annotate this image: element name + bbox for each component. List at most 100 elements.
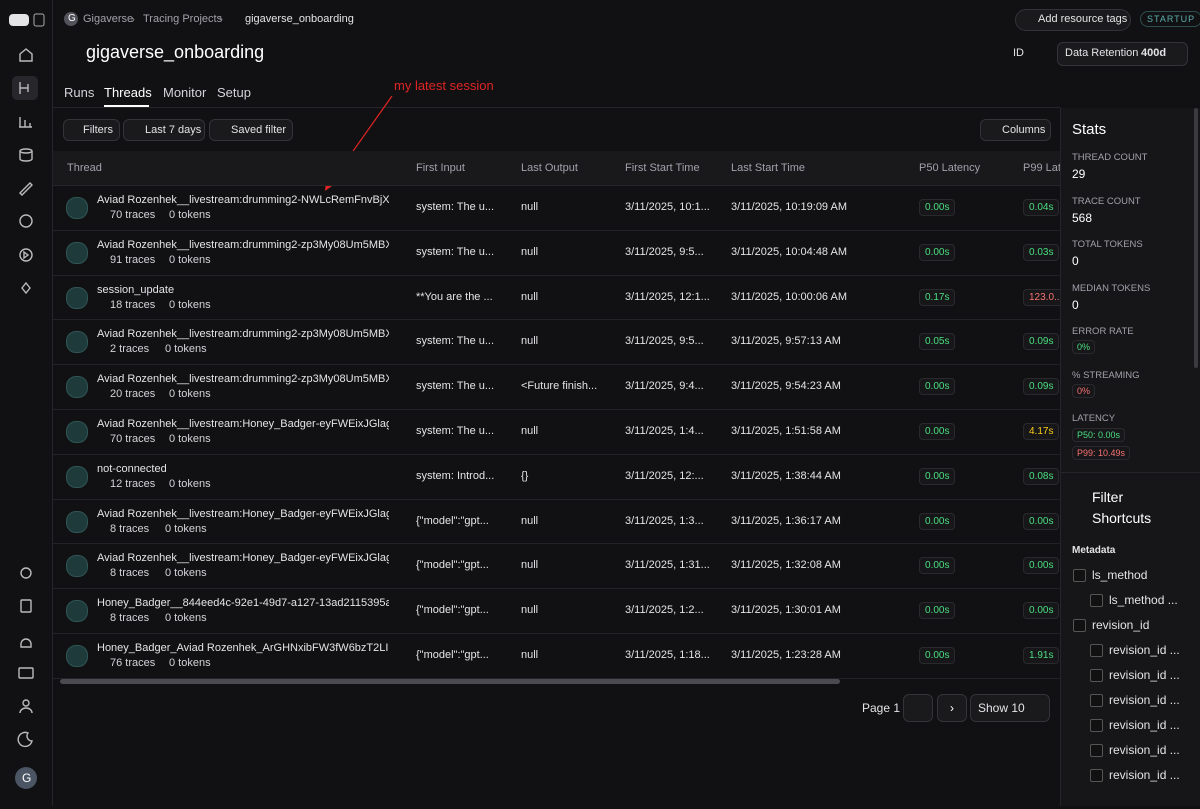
stat-value: 0 — [1072, 297, 1079, 312]
checkbox[interactable] — [1090, 744, 1103, 757]
filter-option[interactable]: revision_id ... — [1109, 768, 1180, 782]
token-count: 0 tokens — [169, 433, 211, 445]
thread-name: Aviad Rozenhek__livestream:drumming2-zp3… — [97, 328, 389, 341]
column-header[interactable]: P99 Latency — [1023, 162, 1060, 174]
column-header[interactable]: First Start Time — [625, 162, 700, 174]
p50-badge: 0.00s — [919, 467, 956, 485]
p99-badge: 0.09s — [1023, 378, 1060, 396]
thread-row[interactable]: session_update 18 traces 0 tokens **You are… — [53, 275, 1060, 321]
filter-option[interactable]: revision_id ... — [1109, 743, 1180, 757]
p50-badge: 0.17s — [919, 288, 956, 306]
checkbox[interactable] — [1090, 644, 1103, 657]
p99-badge: 0.00s — [1023, 602, 1060, 620]
tab[interactable]: Setup — [217, 85, 251, 100]
filter-option[interactable]: revision_id ... — [1109, 718, 1180, 732]
id-button[interactable]: ID — [1013, 47, 1024, 59]
column-header[interactable]: Last Start Time — [731, 162, 805, 174]
checkbox[interactable] — [1090, 669, 1103, 682]
filter-option[interactable]: revision_id ... — [1109, 643, 1180, 657]
thread-row[interactable]: Aviad Rozenhek__livestream:Honey_Badger-… — [53, 409, 1060, 455]
thread-row[interactable]: Aviad Rozenhek__livestream:Honey_Badger-… — [53, 499, 1060, 545]
stat-label: TRACE COUNT — [1072, 195, 1141, 207]
checkbox[interactable] — [1090, 694, 1103, 707]
thread-row[interactable]: Aviad Rozenhek__livestream:drumming2-zp3… — [53, 319, 1060, 366]
latency-label: LATENCY — [1072, 413, 1116, 424]
last-output: null — [521, 245, 539, 258]
prev-page[interactable] — [903, 694, 933, 722]
breadcrumb-section[interactable]: Tracing Projects — [143, 13, 223, 25]
last-output: null — [521, 425, 539, 437]
column-header[interactable]: P50 Latency — [919, 162, 981, 174]
tab[interactable]: Monitor — [163, 85, 207, 100]
filter-option[interactable]: ls_method — [1092, 568, 1148, 582]
range-button[interactable] — [123, 119, 205, 141]
thread-name: Aviad Rozenhek__livestream:Honey_Badger-… — [97, 507, 389, 520]
checkbox[interactable] — [1090, 769, 1103, 782]
page-label: Page 1 — [862, 701, 901, 715]
checkbox[interactable] — [1090, 719, 1103, 732]
thread-name: Aviad Rozenhek__livestream:drumming2-zp3… — [97, 373, 389, 386]
first-input: {"model":"gpt... — [416, 514, 489, 527]
tab[interactable]: Runs — [64, 85, 95, 100]
p50-badge: 0.00s — [919, 423, 956, 440]
resource-tags-button[interactable] — [1015, 9, 1131, 31]
first-input: system: The u... — [416, 245, 495, 258]
filters-button[interactable] — [63, 119, 120, 141]
checkbox[interactable] — [1090, 594, 1103, 607]
page-size-select[interactable] — [970, 694, 1050, 722]
panel-scrollbar[interactable] — [1194, 108, 1198, 368]
scrollbar[interactable] — [60, 679, 840, 684]
p50-badge: 0.00s — [919, 602, 956, 620]
thread-row[interactable]: Aviad Rozenhek__livestream:drumming2-zp3… — [53, 230, 1060, 276]
last-start: 3/11/2025, 1:23:28 AM — [731, 649, 841, 661]
thread-row[interactable]: Honey_Badger_Aviad Rozenhek_ArGHNxibFW3f… — [53, 633, 1060, 679]
annotation: my latest session — [394, 78, 494, 93]
column-header[interactable]: Thread — [67, 162, 102, 174]
columns-button[interactable] — [980, 119, 1051, 141]
token-count: 0 tokens — [165, 612, 207, 625]
side-panel: Stats THREAD COUNT 29 TRACE COUNT 568 TOTAL T… — [1060, 108, 1200, 806]
stat-value: 0% — [1072, 340, 1096, 354]
latency-p99: P99: 10.49s — [1072, 446, 1131, 460]
thread-row[interactable]: Aviad Rozenhek__livestream:drumming2-NWL… — [53, 185, 1060, 231]
trace-count: 91 traces — [110, 253, 156, 266]
breadcrumb-org[interactable]: Gigaverse — [83, 13, 134, 25]
thread-row[interactable]: Aviad Rozenhek__livestream:Honey_Badger-… — [53, 543, 1060, 590]
filter-option[interactable]: ls_method ... — [1109, 593, 1178, 607]
thread-row[interactable]: Honey_Badger__844eed4c-92e1-49d7-a127-13… — [53, 588, 1060, 634]
filter-option[interactable]: revision_id ... — [1109, 693, 1180, 707]
last-output: <Future finish... — [521, 380, 598, 393]
token-count: 0 tokens — [165, 343, 207, 356]
p50-badge: 0.00s — [919, 512, 956, 530]
first-start: 3/11/2025, 9:5... — [625, 245, 704, 258]
checkbox[interactable] — [1073, 569, 1086, 582]
last-start: 3/11/2025, 1:38:44 AM — [731, 469, 841, 482]
checkbox[interactable] — [1073, 619, 1086, 632]
user-avatar[interactable]: G — [22, 771, 32, 785]
last-output: null — [521, 604, 539, 617]
stat-value: 568 — [1072, 210, 1093, 225]
first-start: 3/11/2025, 1:31... — [625, 559, 710, 572]
filter-section: Metadata — [1072, 545, 1116, 556]
p99-badge: 0.03s — [1023, 243, 1060, 261]
tab[interactable]: Threads — [104, 85, 152, 100]
filter-option[interactable]: revision_id ... — [1109, 668, 1180, 682]
thread-icon — [66, 421, 88, 443]
saved-filter-button[interactable] — [209, 119, 293, 141]
stat-value: 0 — [1072, 254, 1079, 268]
latency-p50: P50: 0.00s — [1072, 428, 1126, 442]
column-header[interactable]: Last Output — [521, 162, 578, 174]
p50-badge: 0.05s — [919, 333, 956, 351]
token-count: 0 tokens — [169, 477, 211, 490]
thread-row[interactable]: Aviad Rozenhek__livestream:drumming2-zp3… — [53, 364, 1060, 410]
column-header[interactable]: First Input — [416, 162, 465, 174]
first-input: system: The u... — [416, 380, 495, 393]
last-start: 3/11/2025, 1:30:01 AM — [731, 604, 841, 617]
retention-select[interactable] — [1057, 42, 1188, 66]
breadcrumb-sep: › — [131, 12, 135, 26]
filter-option[interactable]: revision_id — [1092, 618, 1150, 632]
next-page[interactable]: › — [937, 694, 967, 722]
thread-row[interactable]: not-connected 12 traces 0 tokens system: In… — [53, 454, 1060, 500]
stat-label: TOTAL TOKENS — [1072, 239, 1143, 250]
